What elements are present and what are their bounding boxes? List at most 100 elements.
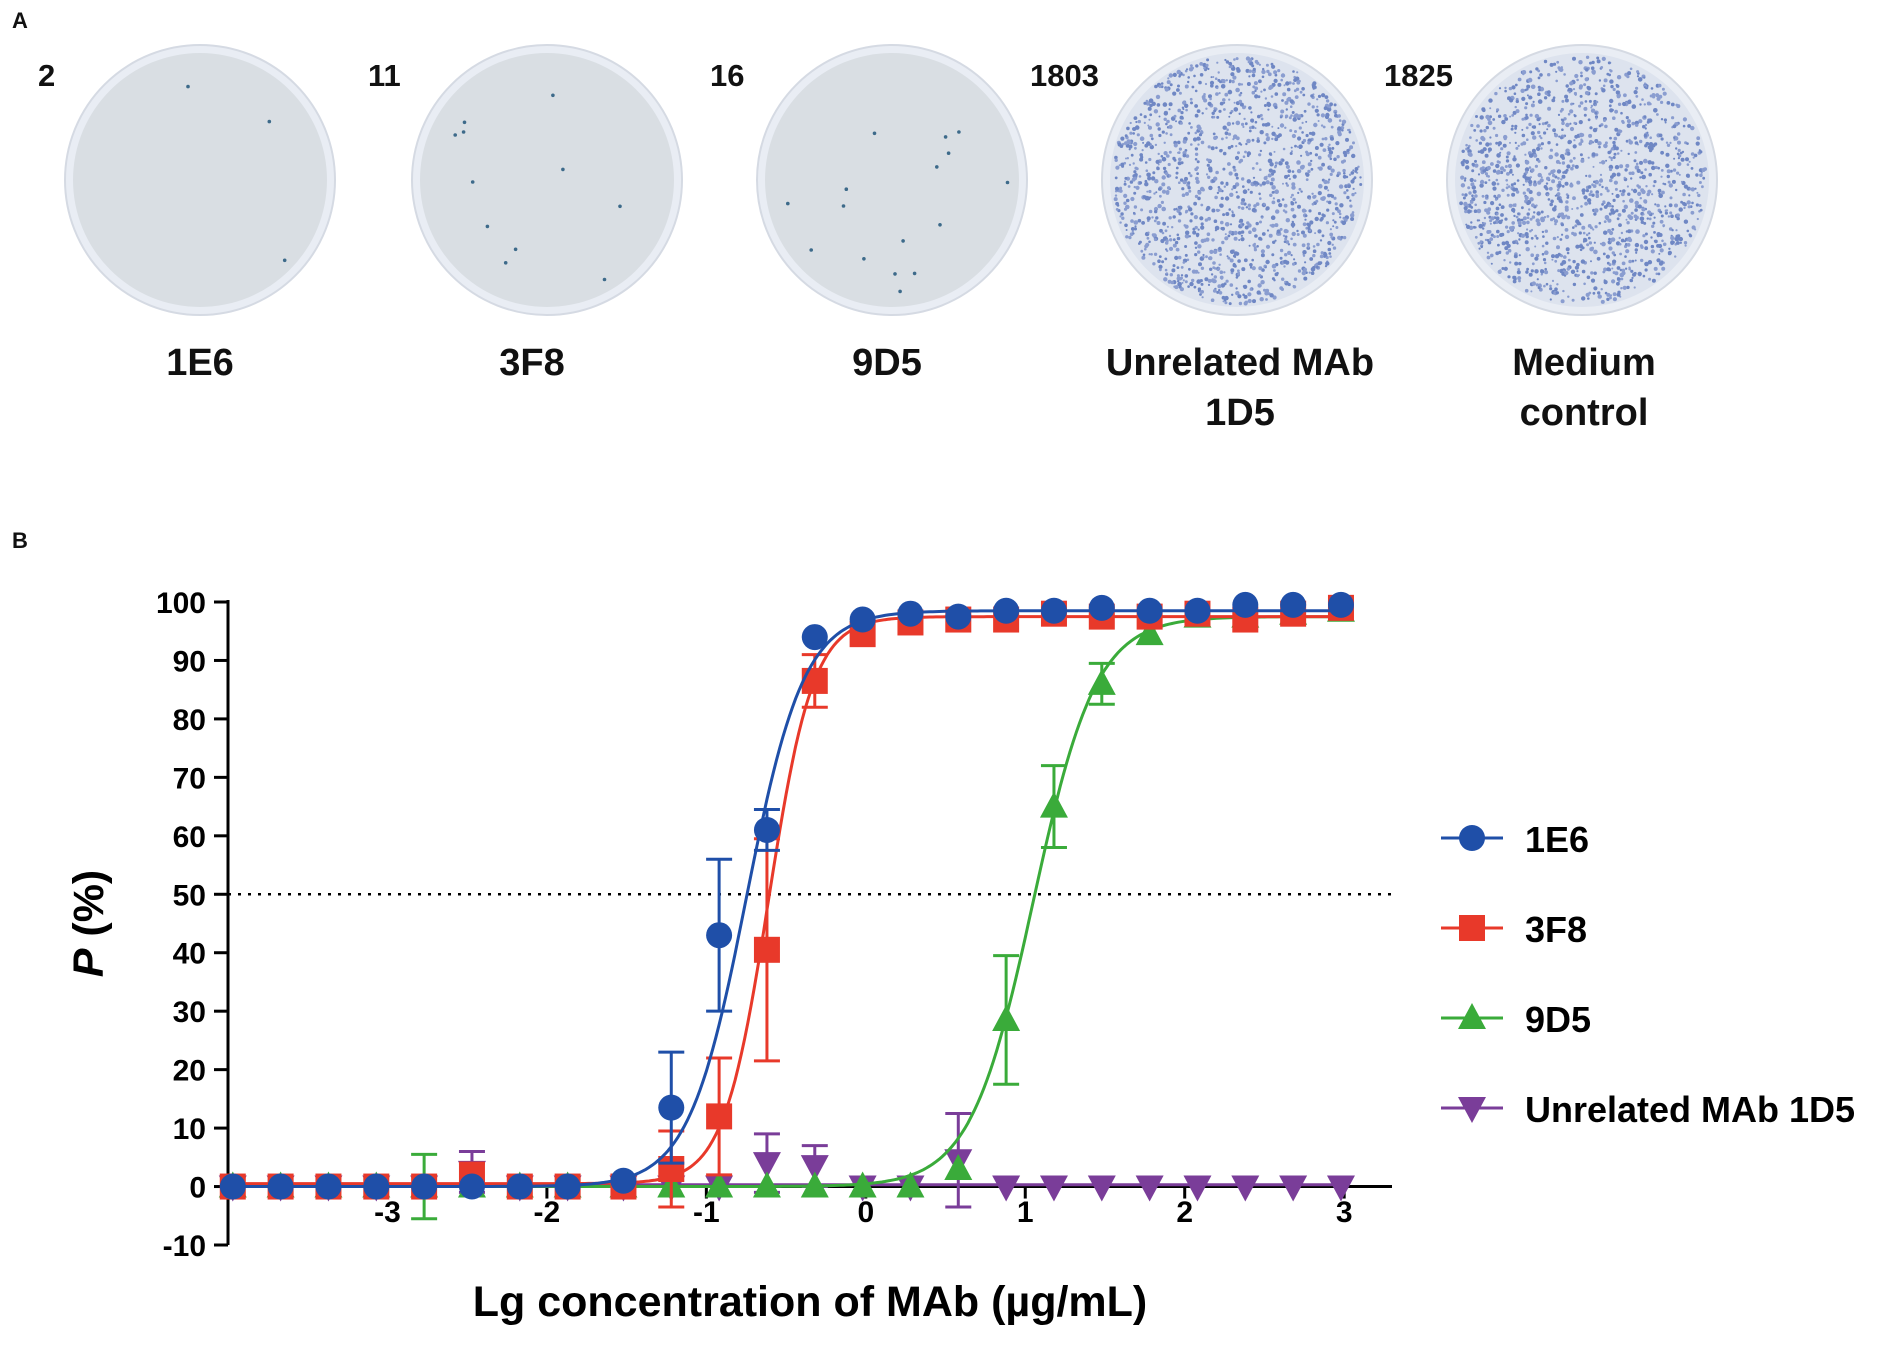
plaque-dot — [1209, 80, 1215, 85]
plaque-dot — [1176, 69, 1182, 75]
plaque-dot — [1242, 189, 1248, 194]
plaque-dot — [1616, 217, 1620, 221]
plaque-dot — [1574, 164, 1579, 169]
plaque-dot — [1285, 218, 1290, 223]
plaque-dot — [1195, 179, 1200, 184]
plaque-dot — [1224, 233, 1227, 236]
plaque-dot — [1328, 143, 1331, 146]
plaque-dot — [1583, 83, 1587, 87]
plaque-dot — [1303, 276, 1308, 281]
plaque-dot — [1587, 224, 1592, 228]
plaque-dot — [1528, 153, 1534, 158]
plaque-dot — [1185, 230, 1190, 235]
plaque-dot — [1325, 261, 1330, 266]
plaque-dot — [1336, 174, 1340, 178]
plaque-dot — [1310, 159, 1313, 163]
plaque-dot — [1540, 273, 1543, 276]
plaque-dot — [1270, 215, 1276, 220]
x-tick-label: 3 — [1336, 1196, 1353, 1229]
plaque-dot — [1268, 152, 1272, 156]
plaque-dot — [1134, 146, 1137, 150]
plaque-dot — [1644, 261, 1649, 267]
data-point — [658, 1094, 685, 1121]
data-point — [1136, 597, 1163, 624]
data-point — [848, 1171, 877, 1198]
plaque-dot — [1663, 118, 1667, 122]
plaque-dot — [1665, 152, 1670, 157]
plaque-dot — [1282, 92, 1287, 97]
plaque-dot — [1231, 188, 1234, 191]
plaque-dot — [1269, 162, 1274, 167]
plaque-dot — [1188, 235, 1191, 238]
plate-label-line: 1D5 — [1205, 392, 1275, 434]
plaque-dot — [1347, 184, 1351, 189]
plaque-dot — [1208, 168, 1213, 173]
plaque-dot — [1526, 216, 1530, 219]
plaque-dot — [1337, 209, 1341, 214]
plaque-dot — [1235, 291, 1240, 296]
plaque-dot — [1148, 189, 1152, 194]
plaque-dot — [1275, 209, 1280, 214]
plaque-dot — [1307, 246, 1310, 249]
plaque-dot — [1258, 79, 1262, 84]
plaque-dot — [1190, 126, 1193, 129]
plaque-dot — [1178, 91, 1182, 95]
plaque-dot — [1495, 206, 1500, 211]
plaque-dot — [1635, 95, 1639, 98]
plaque-dot — [1188, 267, 1191, 271]
plaque-dot — [1139, 113, 1143, 116]
plaque-dot — [1558, 180, 1562, 184]
plaque-dot — [1511, 124, 1514, 128]
plaque-dot — [1230, 268, 1235, 273]
plaque-dot — [1314, 146, 1319, 150]
plaque-dot — [1592, 228, 1595, 231]
plaque-dot — [1652, 184, 1656, 188]
plaque-dot — [1292, 285, 1297, 289]
plaque-dot — [1142, 141, 1145, 144]
plaque-dot — [1505, 179, 1508, 182]
plaque-dot — [1614, 165, 1620, 170]
plaque-dot — [1494, 198, 1498, 201]
plaque-dot — [1482, 223, 1485, 226]
legend-marker — [1459, 915, 1485, 941]
data-point — [753, 816, 780, 843]
plaque-dot — [1155, 191, 1158, 194]
plaque-dot — [1290, 150, 1293, 153]
plaque-dot — [1210, 84, 1214, 88]
plaque-dot — [1147, 106, 1152, 111]
plaque-dot — [1194, 194, 1199, 199]
plaque-dot — [1460, 183, 1466, 188]
plaque-dot — [1245, 56, 1251, 61]
plaque-dot — [1686, 142, 1689, 145]
plaque-dot — [1466, 209, 1472, 214]
plaque-dot — [809, 248, 813, 252]
plaque-dot — [1132, 211, 1136, 215]
plaque-dot — [1667, 215, 1671, 218]
x-tick-label: -3 — [374, 1196, 401, 1229]
plaque-dot — [1274, 137, 1279, 142]
plaque-dot — [1515, 190, 1520, 194]
plaque-dot — [1287, 250, 1292, 255]
plaque-dot — [1189, 281, 1194, 287]
plaque-dot — [1329, 165, 1332, 169]
plaque-dot — [1484, 195, 1487, 198]
plaque-dot — [1487, 240, 1492, 245]
plaque-dot — [1529, 176, 1532, 179]
plaque-dot — [1460, 175, 1465, 180]
plaque-dot — [1515, 109, 1520, 114]
plaque-dot — [1259, 113, 1263, 117]
plaque-dot — [1303, 109, 1307, 113]
plaque-dot — [1594, 225, 1598, 229]
plaque-dot — [1565, 200, 1569, 204]
plaque-dot — [1283, 259, 1288, 264]
plaque-dot — [1171, 268, 1176, 273]
plaque-dot — [1548, 172, 1552, 176]
plaque-dot — [1178, 181, 1181, 184]
plaque-dot — [1278, 203, 1283, 208]
plaque-dot — [1304, 214, 1308, 218]
plaque-dot — [1165, 190, 1170, 194]
plaque-dot — [1134, 225, 1137, 228]
plaque-dot — [1340, 126, 1345, 130]
plaque-dot — [1125, 198, 1130, 203]
plaque-dot — [1511, 114, 1515, 117]
